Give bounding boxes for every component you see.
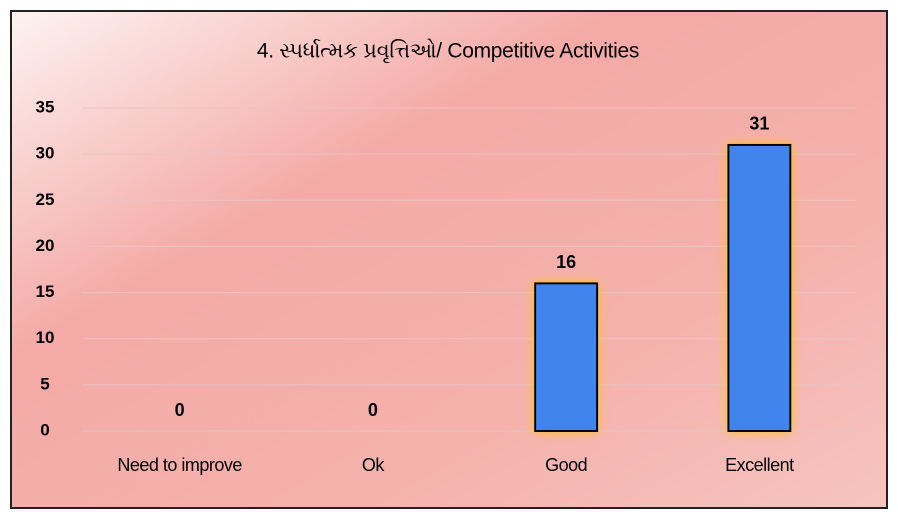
value-label: 0 (175, 400, 185, 420)
y-tick-label: 5 (40, 374, 49, 393)
x-tick-label: Ok (362, 455, 386, 475)
y-tick-label: 35 (36, 97, 55, 116)
bar (727, 143, 792, 433)
value-label: 16 (556, 252, 576, 272)
chart-title: 4. સ્પર્ધાત્મક પ્રવૃત્તિઓ/ Competitive A… (257, 39, 639, 63)
value-label: 31 (749, 114, 769, 134)
value-label: 0 (368, 400, 378, 420)
plot-area: 0 5 10 15 20 25 30 35 Need to improve 0 Ok 0 Good 16 E… (36, 97, 856, 475)
y-tick-label: 0 (40, 420, 49, 439)
x-tick-label: Need to improve (117, 455, 242, 475)
y-tick-label: 15 (36, 282, 55, 301)
y-tick-label: 30 (36, 144, 55, 163)
y-tick-label: 25 (36, 190, 55, 209)
x-tick-label: Excellent (725, 455, 794, 475)
y-tick-label: 20 (36, 236, 55, 255)
y-tick-label: 10 (36, 328, 55, 347)
bar (534, 282, 599, 433)
x-tick-label: Good (545, 455, 587, 475)
